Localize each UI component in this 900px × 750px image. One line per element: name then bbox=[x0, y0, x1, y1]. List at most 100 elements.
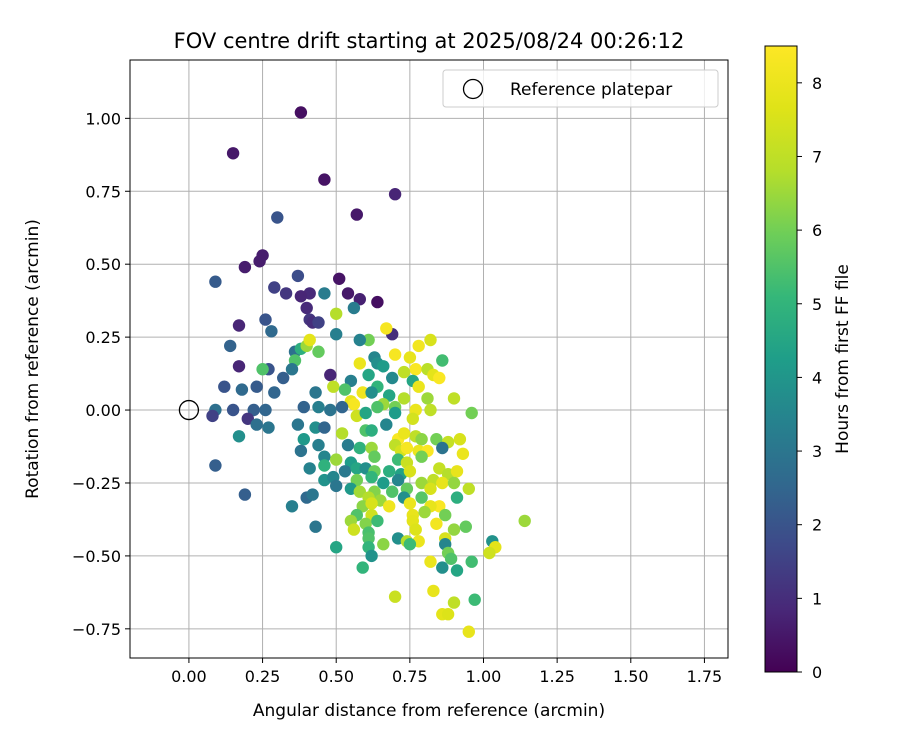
data-point bbox=[297, 400, 310, 414]
data-point bbox=[371, 295, 384, 309]
x-tick-label: 0.50 bbox=[318, 667, 354, 686]
data-point bbox=[232, 360, 246, 373]
data-point bbox=[341, 287, 355, 300]
x-tick-label: 1.00 bbox=[466, 667, 502, 686]
data-point bbox=[330, 307, 343, 320]
data-point bbox=[439, 508, 452, 522]
data-point bbox=[433, 500, 446, 513]
data-point bbox=[241, 412, 254, 425]
legend-marker-icon bbox=[462, 78, 484, 100]
data-point bbox=[224, 339, 237, 353]
data-point bbox=[285, 500, 299, 513]
data-point bbox=[462, 625, 475, 638]
data-point bbox=[468, 593, 481, 606]
data-point bbox=[424, 482, 437, 495]
colorbar: 0 1 2 3 4 5 6 7 8 Hours from first FF file bbox=[764, 45, 853, 682]
data-point bbox=[341, 438, 355, 452]
y-tick-label: −0.75 bbox=[72, 620, 121, 639]
data-point bbox=[409, 523, 422, 536]
x-tick-label: 1.75 bbox=[687, 667, 723, 686]
data-point bbox=[380, 418, 393, 431]
y-tick-label: −0.25 bbox=[72, 474, 121, 493]
y-tick-label: 0.75 bbox=[85, 182, 121, 201]
data-point bbox=[436, 441, 449, 455]
data-point bbox=[415, 491, 428, 504]
data-point bbox=[291, 269, 305, 283]
data-point bbox=[303, 333, 316, 347]
colorbar-tick-label: 5 bbox=[812, 295, 822, 314]
data-point bbox=[436, 354, 449, 367]
x-axis-ticks: 0.00 0.25 0.50 0.75 1.00 1.25 1.50 1.75 bbox=[171, 658, 722, 686]
data-point bbox=[235, 383, 249, 396]
data-point bbox=[291, 418, 305, 431]
data-point bbox=[271, 211, 284, 224]
data-point bbox=[309, 386, 322, 399]
data-point bbox=[412, 380, 425, 393]
data-point bbox=[318, 173, 331, 186]
data-point bbox=[338, 383, 352, 396]
data-point bbox=[362, 368, 375, 382]
data-point bbox=[368, 450, 381, 463]
data-point bbox=[206, 409, 219, 423]
data-point bbox=[347, 398, 361, 411]
data-point bbox=[421, 392, 434, 405]
data-point bbox=[462, 482, 475, 495]
y-tick-label: −0.50 bbox=[72, 547, 121, 566]
data-point bbox=[377, 538, 390, 551]
data-point bbox=[406, 412, 419, 425]
data-point bbox=[318, 421, 331, 434]
data-point bbox=[403, 497, 417, 510]
data-point bbox=[335, 400, 349, 414]
data-point bbox=[371, 400, 384, 414]
data-point bbox=[430, 517, 443, 530]
data-point bbox=[418, 505, 431, 519]
data-point bbox=[253, 255, 266, 268]
data-point bbox=[265, 325, 278, 338]
data-point bbox=[312, 316, 325, 329]
data-point bbox=[383, 500, 396, 513]
data-point bbox=[518, 514, 531, 528]
data-point bbox=[430, 433, 443, 446]
data-point bbox=[218, 380, 231, 393]
data-point bbox=[383, 389, 396, 402]
x-tick-label: 1.25 bbox=[539, 667, 575, 686]
legend-entry-reference-platepar: Reference platepar bbox=[510, 80, 672, 100]
data-point bbox=[209, 275, 222, 288]
y-tick-label: 1.00 bbox=[85, 109, 121, 128]
data-point bbox=[335, 427, 349, 440]
data-point bbox=[447, 523, 461, 536]
data-point bbox=[409, 363, 422, 376]
data-point bbox=[433, 371, 446, 385]
data-point bbox=[436, 561, 449, 574]
data-point bbox=[371, 514, 384, 528]
data-point bbox=[312, 400, 325, 414]
data-point bbox=[444, 552, 458, 565]
data-point bbox=[353, 293, 366, 306]
data-point bbox=[353, 357, 366, 370]
data-point bbox=[447, 476, 461, 490]
data-point bbox=[350, 208, 363, 221]
chart-title: FOV centre drift starting at 2025/08/24 … bbox=[174, 29, 685, 53]
y-tick-label: 0.00 bbox=[85, 401, 121, 420]
data-point bbox=[353, 333, 366, 347]
data-point bbox=[386, 485, 399, 498]
data-point bbox=[350, 462, 363, 475]
data-point bbox=[356, 386, 369, 399]
data-point bbox=[447, 392, 461, 405]
data-points bbox=[206, 106, 531, 638]
grid-lines bbox=[130, 60, 728, 658]
data-point bbox=[232, 430, 246, 443]
data-point bbox=[412, 339, 425, 353]
data-point bbox=[362, 333, 375, 347]
data-point bbox=[450, 465, 464, 478]
data-point bbox=[450, 564, 464, 577]
data-point bbox=[324, 403, 337, 417]
y-axis-ticks: −0.75 −0.50 −0.25 0.00 0.25 0.50 0.75 1.00 bbox=[72, 109, 130, 639]
data-point bbox=[347, 523, 361, 536]
data-point bbox=[377, 476, 390, 490]
reference-marker-group bbox=[178, 399, 200, 421]
data-point bbox=[386, 371, 399, 385]
data-point bbox=[300, 301, 313, 315]
data-point bbox=[441, 608, 455, 621]
